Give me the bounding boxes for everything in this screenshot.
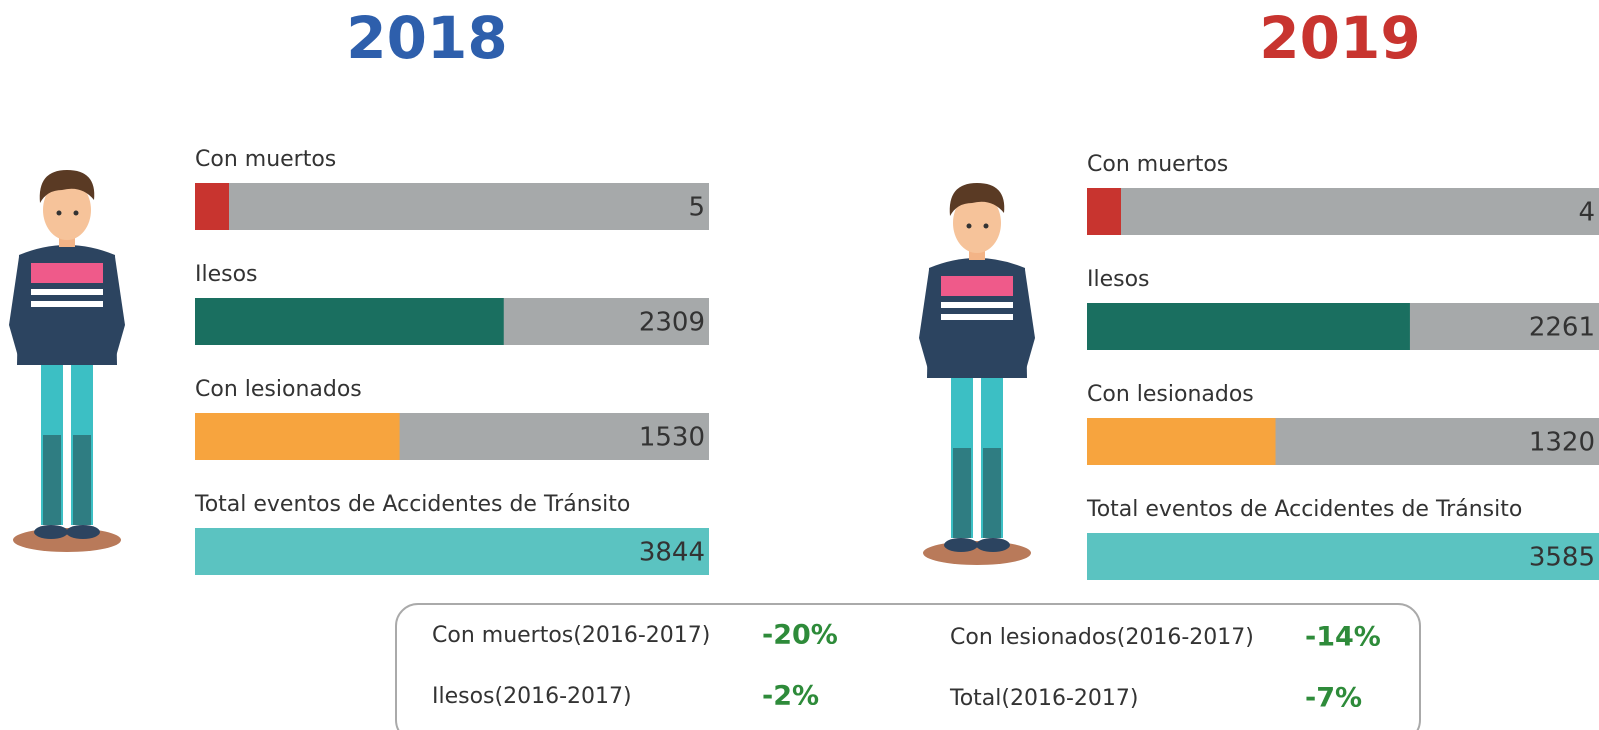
category-label: Ilesos: [1087, 267, 1150, 292]
category-label: Total eventos de Accidentes de Tránsito: [1086, 497, 1522, 522]
category-label: Con muertos: [195, 147, 336, 172]
value-label: 3585: [1529, 543, 1595, 573]
summary-value: -2%: [762, 681, 819, 712]
value-label: 2261: [1529, 313, 1595, 343]
summary-label: Ilesos(2016-2017): [432, 684, 632, 709]
summary-value: -14%: [1305, 622, 1381, 653]
category-label: Con muertos: [1087, 152, 1228, 177]
category-label: Con lesionados: [195, 377, 362, 402]
category-label: Ilesos: [195, 262, 258, 287]
category-label: Total eventos de Accidentes de Tránsito: [194, 492, 630, 517]
bar: [195, 183, 229, 230]
category-label: Con lesionados: [1087, 382, 1254, 407]
summary-value: -7%: [1305, 683, 1362, 714]
bar-track: [1087, 188, 1599, 235]
bar: [195, 298, 504, 345]
value-label: 2309: [639, 308, 705, 338]
person-illustration: [919, 183, 1035, 565]
bar: [195, 413, 400, 460]
bar: [1087, 303, 1410, 350]
panel-title: 2019: [1259, 4, 1420, 72]
value-label: 4: [1578, 198, 1595, 228]
bar-track: [195, 183, 709, 230]
bar: [1087, 188, 1121, 235]
value-label: 1530: [639, 423, 705, 453]
panel-title: 2018: [346, 4, 507, 72]
bar: [195, 528, 709, 575]
value-label: 5: [688, 193, 705, 223]
bar: [1087, 418, 1276, 465]
summary-label: Total(2016-2017): [949, 686, 1138, 711]
summary-label: Con lesionados(2016-2017): [950, 625, 1254, 650]
person-illustration: [9, 170, 125, 552]
infographic: 2018 Con muertos 5 Ilesos 2309 Con lesionados…: [0, 0, 1599, 730]
value-label: 3844: [639, 538, 705, 568]
summary-label: Con muertos(2016-2017): [432, 623, 710, 648]
bar: [1087, 533, 1599, 580]
value-label: 1320: [1529, 428, 1595, 458]
summary-value: -20%: [762, 620, 838, 651]
